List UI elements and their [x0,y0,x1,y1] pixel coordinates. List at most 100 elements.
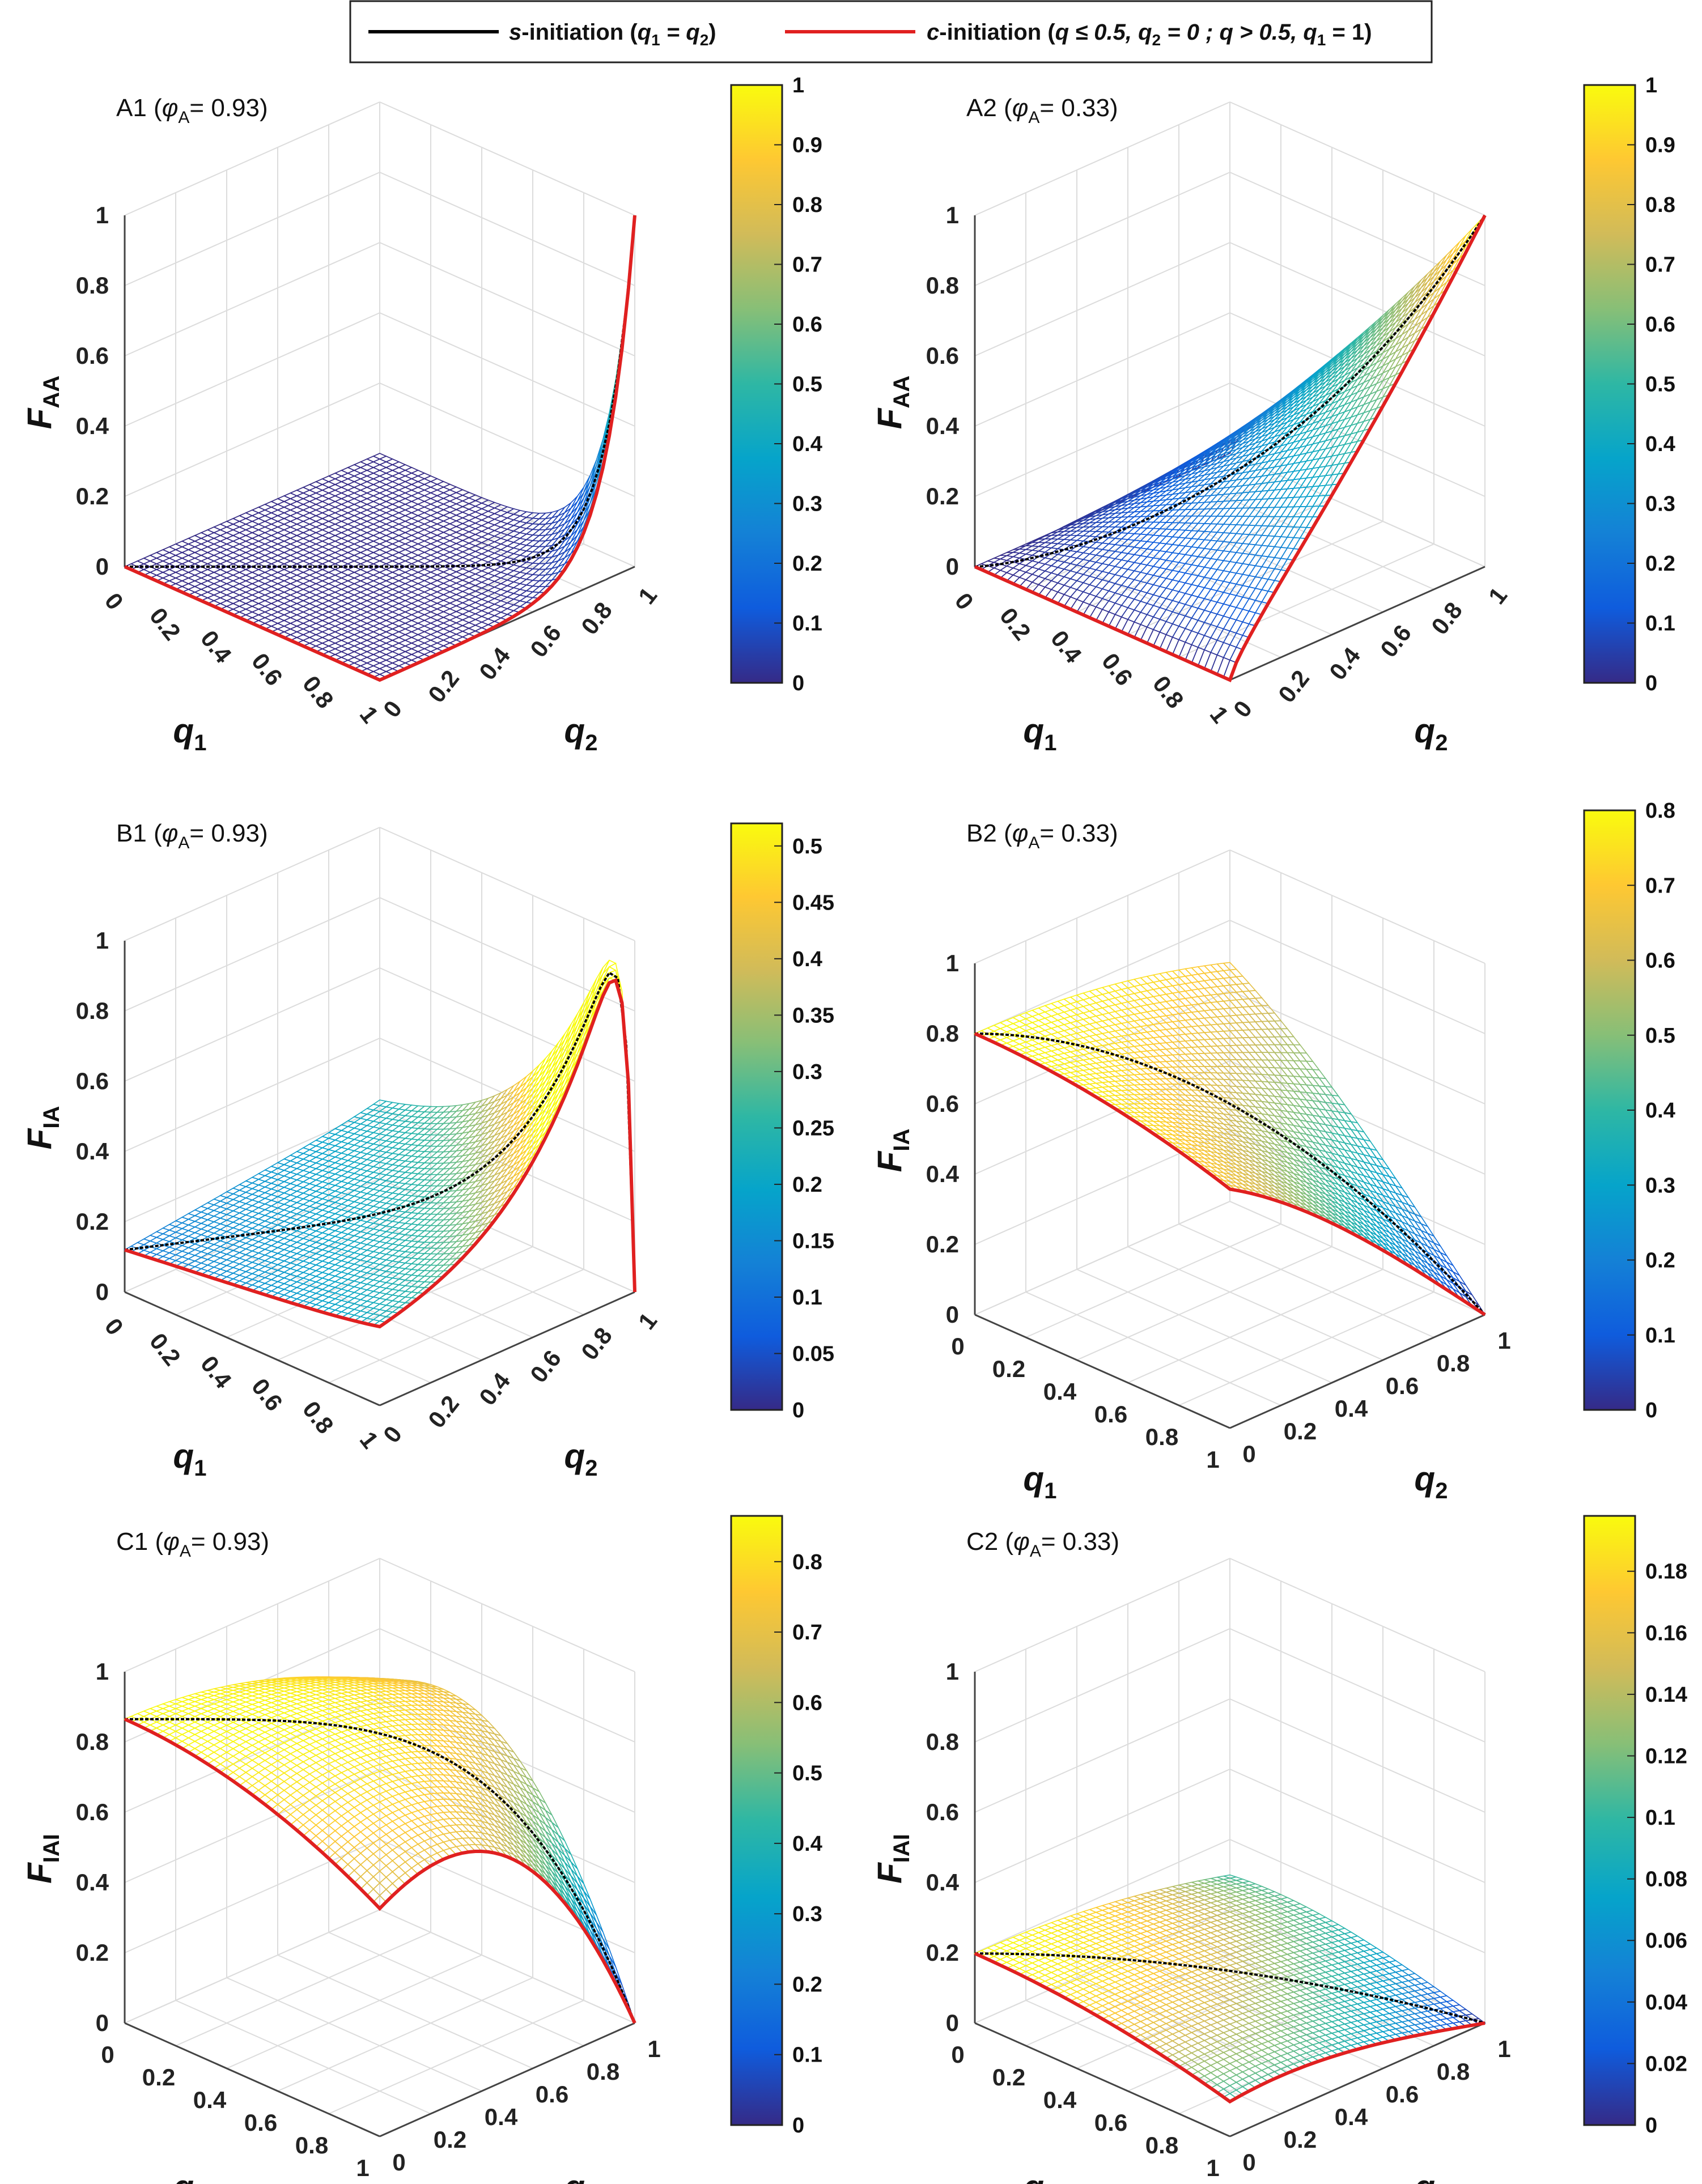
z-tick-label: 0.2 [76,1939,109,1966]
panel-title: B2 (φA= 0.33) [966,819,1118,852]
colorbar-tick-label: 0.4 [1645,1099,1675,1123]
z-tick-label: 0.4 [926,413,960,439]
q2-tick-label: 0.6 [1375,620,1416,662]
q1-tick-label: 0.6 [244,2109,277,2136]
q1-tick-label: 0.4 [1043,1378,1077,1405]
colorbar-tick-label: 0.4 [792,432,822,456]
q2-tick-label: 0 [378,695,407,722]
colorbar-tick-label: 0.1 [792,2043,822,2067]
z-axis-label: FAA [20,376,64,429]
colorbar-tick-label: 0.8 [792,193,822,217]
s-initiation-curve [125,215,636,568]
q1-tick-label: 0.2 [142,2064,175,2090]
q2-tick-label: 0.8 [576,597,617,640]
z-tick-label: 0.2 [76,483,109,509]
surface-mesh [124,215,635,681]
z-tick-label: 0.6 [926,1799,959,1825]
q1-axis-label: q1 [1024,2168,1057,2184]
colorbar-tick-label: 0.2 [792,552,822,576]
q2-tick-label: 0.2 [1284,1418,1317,1444]
q1-tick-label: 0 [951,1333,964,1359]
q1-tick-label: 0.4 [196,1351,237,1393]
z-tick-label: 0.4 [76,1138,109,1165]
z-axis-label: FIA [871,1129,914,1172]
colorbar-tick-label: 0 [792,672,804,695]
surface-mesh [974,962,1485,1315]
q2-tick-label: 0.4 [1335,1395,1368,1422]
colorbar-tick-label: 0.1 [1645,612,1675,636]
z-tick-label: 0.6 [76,342,109,369]
z-tick-label: 1 [96,927,109,954]
q2-tick-label: 0.2 [1284,2126,1317,2153]
colorbar-tick-label: 0.45 [792,891,834,915]
z-tick-label: 0 [96,2009,109,2036]
c-initiation-curve [124,1717,636,2024]
q1-tick-label: 0 [950,588,979,614]
q2-tick-label: 0.6 [1386,2081,1419,2107]
q1-axis-line [124,2022,380,2138]
z-tick-label: 0 [96,553,109,580]
colorbar-tick-label: 0.1 [1645,1806,1675,1830]
q2-tick-label: 0.8 [576,1323,617,1365]
surface-mesh [124,959,635,1327]
q1-tick-label: 1 [1206,2155,1219,2181]
colorbar-tick-label: 0.16 [1645,1621,1687,1645]
c-initiation-curve [124,978,636,1329]
q1-tick-label: 0.8 [298,1396,339,1439]
q1-tick-label: 1 [356,2155,369,2181]
panel-b1: 00.20.40.60.8100.20.40.60.8100.20.40.60.… [20,819,834,1481]
colorbar-tick-label: 0.7 [792,253,822,277]
colorbar-tick-label: 0.1 [792,1286,822,1310]
q2-tick-label: 0.2 [1273,665,1314,708]
z-tick-label: 0 [96,1278,109,1305]
s-initiation-curve [974,214,1486,568]
colorbar-tick-label: 0 [1645,2114,1657,2138]
z-axis-label: FIAI [871,1834,914,1884]
q1-tick-label: 0 [951,2041,964,2068]
colorbar-tick-label: 0.7 [792,1621,822,1645]
colorbar-tick-label: 1 [1645,74,1657,97]
colorbar-tick-label: 0.8 [1645,193,1675,217]
panel-title: A1 (φA= 0.93) [116,94,268,127]
q1-tick-label: 0.4 [193,2087,227,2113]
q1-axis-label: q1 [173,2168,207,2184]
q2-tick-label: 0.2 [423,665,464,708]
z-tick-label: 0.4 [76,1869,109,1896]
colorbar-tick-label: 0.08 [1645,1868,1687,1892]
colorbar-tick-label: 0.18 [1645,1560,1687,1584]
q2-tick-label: 0 [378,1421,407,1447]
colorbar-tick-label: 0.5 [792,1762,822,1786]
colorbar-tick-label: 0.15 [792,1229,834,1253]
s-initiation-curve [974,1952,1485,2024]
colorbar-tick-label: 0.6 [1645,949,1675,973]
q2-tick-label: 0.8 [1437,1350,1470,1376]
colorbar-tick-label: 0.4 [792,947,822,971]
q2-tick-label: 0.4 [1324,642,1365,685]
q2-axis-line [379,1291,635,1407]
q2-tick-label: 1 [1497,1327,1510,1354]
z-tick-label: 0.4 [76,413,109,439]
q2-tick-label: 0.6 [525,620,566,662]
q1-tick-label: 0.2 [145,603,186,645]
z-tick-label: 0 [946,2009,959,2036]
q2-tick-label: 0.6 [1386,1373,1419,1399]
colorbar-tick-label: 0.5 [1645,373,1675,397]
panel-title: A2 (φA= 0.33) [966,94,1118,127]
colorbar-tick-label: 0 [792,2114,804,2138]
q2-axis-label: q2 [564,712,598,755]
colorbar-tick-label: 0.4 [792,1832,822,1856]
panel-title: C2 (φA= 0.33) [966,1528,1119,1561]
surface-mesh [974,1874,1487,2102]
colorbar-tick-label: 0.25 [792,1116,834,1140]
z-axis-label: FIA [20,1106,64,1150]
colorbar-tick-label: 0.04 [1645,1991,1687,2015]
colorbar-tick-label: 0.4 [1645,432,1675,456]
z-tick-label: 0.8 [76,272,109,299]
z-tick-label: 0 [946,1301,959,1328]
colorbar [730,1515,783,2126]
legend-s-label: s-initiation (q1 = q2) [509,20,716,49]
q2-axis-label: q2 [1415,712,1448,755]
colorbar-tick-label: 0.12 [1645,1744,1687,1768]
q1-tick-label: 0.2 [995,603,1036,645]
